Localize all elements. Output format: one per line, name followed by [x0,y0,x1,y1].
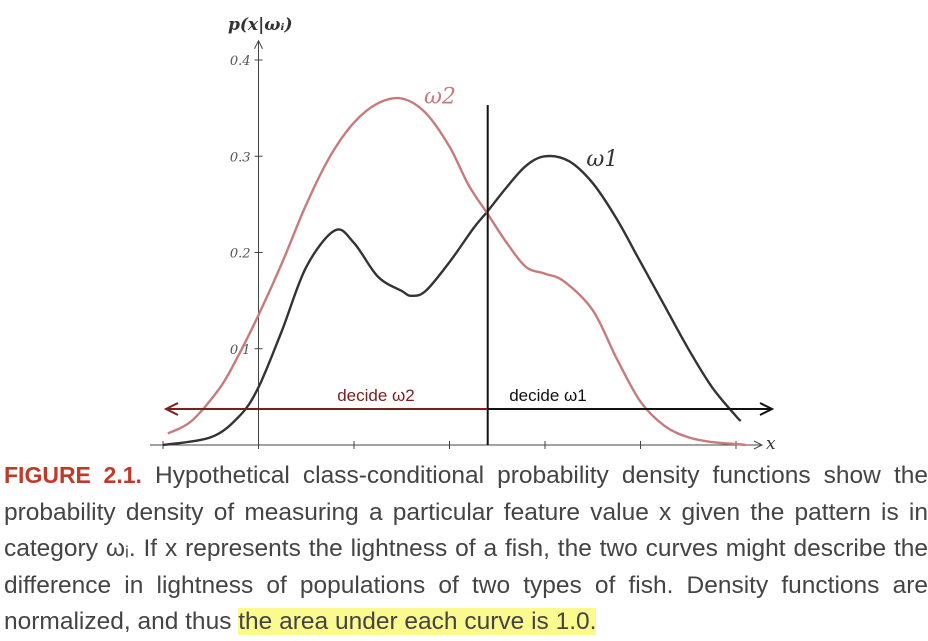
caption-highlight: the area under each curve is 1.0. [238,608,597,635]
figure-caption: FIGURE 2.1. Hypothetical class-condition… [4,457,928,641]
chart-axes [150,39,764,450]
y-tick-label: 0.3 [230,150,251,165]
decide-w1-arrowhead [759,402,775,416]
decide-w2-label: decide ω2 [337,386,415,405]
y-tick-label: 0.2 [230,247,251,262]
y-axis-label: p(x|ωᵢ) [228,15,293,35]
density-curve-2 [167,96,746,447]
y-axis-arrowhead [254,39,263,49]
density-chart: 9101112131415 0.10.20.30.4 decide ω2deci… [150,15,776,450]
decision-regions: decide ω2 decide ω1 [163,386,775,416]
x-axis-label: x [766,434,776,450]
curve-label-1: ω2 [424,84,456,109]
x-axis-arrowhead [753,440,764,450]
chart-labels: p(x|ωᵢ) x ω2 ω1 [228,15,776,450]
decide-w2-arrowhead [163,402,179,416]
y-tick-labels: 0.10.20.30.4 [230,54,263,358]
density-curves [162,96,746,447]
y-tick-label: 0.4 [230,54,251,69]
figure-label: FIGURE 2.1. [4,462,142,488]
decide-w1-label: decide ω1 [509,386,587,405]
density-curve-1 [162,154,742,447]
curve-label-2: ω1 [586,147,618,172]
